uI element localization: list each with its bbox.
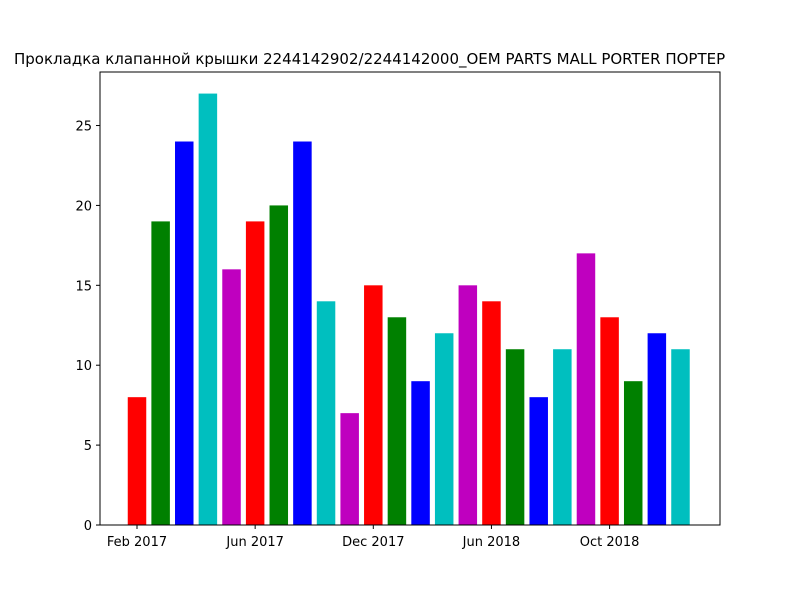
x-tick-label: Jun 2018 — [462, 535, 521, 550]
bar — [505, 349, 525, 525]
y-tick-label: 15 — [75, 279, 92, 294]
bar — [387, 317, 407, 525]
bar — [671, 349, 690, 525]
bar — [434, 333, 454, 525]
bar — [553, 349, 572, 525]
y-tick-label: 25 — [75, 120, 92, 135]
bar — [623, 381, 643, 525]
y-tick-label: 10 — [75, 359, 92, 374]
y-tick-label: 20 — [75, 199, 92, 214]
bar — [458, 285, 478, 525]
bar — [293, 141, 312, 525]
bar — [222, 269, 241, 525]
x-tick-label: Jun 2017 — [225, 535, 284, 550]
bar — [411, 381, 430, 525]
y-tick-label: 5 — [84, 439, 92, 454]
x-tick-label: Dec 2017 — [342, 535, 404, 550]
plot-frame — [99, 71, 721, 526]
bar — [151, 221, 170, 526]
bar — [340, 413, 359, 525]
bar — [576, 253, 596, 525]
bar — [364, 285, 383, 525]
bar — [127, 397, 147, 525]
y-tick-label: 0 — [84, 519, 92, 534]
bar — [600, 317, 619, 525]
bar — [245, 221, 265, 526]
bar — [198, 93, 218, 526]
bar — [647, 333, 667, 525]
bar — [316, 301, 336, 525]
x-tick-label: Oct 2018 — [580, 535, 640, 550]
bar — [529, 397, 548, 525]
bar — [269, 205, 289, 525]
x-tick-label: Feb 2017 — [107, 535, 167, 550]
chart-title: Прокладка клапанной крышки 2244142902/22… — [14, 50, 725, 69]
bar — [482, 301, 501, 525]
bar — [175, 141, 194, 525]
